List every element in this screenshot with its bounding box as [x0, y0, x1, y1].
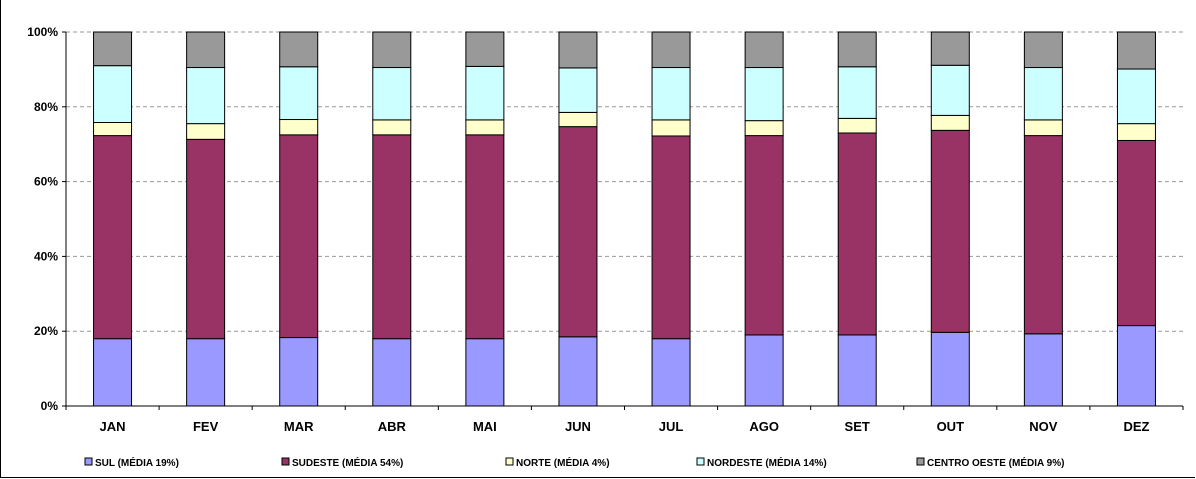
y-tick-label: 100%: [27, 25, 58, 39]
bar-segment: [93, 338, 133, 407]
bar-segment: [372, 119, 412, 136]
bar-segment: [372, 67, 412, 121]
bar-segment: [1023, 135, 1063, 335]
bar-segment: [372, 134, 412, 340]
y-tick-label: 60%: [34, 175, 58, 189]
y-tick-label: 20%: [34, 324, 58, 338]
bar-segment: [651, 31, 691, 69]
bar-segment: [1116, 325, 1156, 407]
bar-segment: [279, 66, 319, 121]
legend-label: CENTRO OESTE (MÉDIA 9%): [927, 456, 1064, 469]
legend-swatch: [281, 457, 290, 466]
bar-segment: [1116, 123, 1156, 141]
bar-segment: [837, 31, 877, 68]
x-tick-label: JUL: [659, 419, 684, 434]
legend-swatch: [84, 457, 93, 466]
bar-segment: [558, 126, 598, 338]
bar-segment: [651, 338, 691, 407]
bar-segment: [372, 338, 412, 407]
x-tick-label: DEZ: [1123, 419, 1149, 434]
bar-segment: [930, 129, 970, 333]
bar-segment: [744, 135, 784, 336]
bar-segment: [930, 64, 970, 116]
bar-segment: [744, 67, 784, 122]
legend-swatch: [916, 457, 925, 466]
x-tick-label: JAN: [100, 419, 126, 434]
bar-segment: [186, 67, 226, 125]
bar-segment: [1023, 119, 1063, 137]
bar-segment: [465, 338, 505, 407]
bar-segment: [465, 119, 505, 136]
bar-segment: [93, 135, 133, 340]
bar-segment: [651, 135, 691, 340]
bar-segment: [837, 334, 877, 407]
bar-segment: [1116, 68, 1156, 125]
bar-segment: [465, 65, 505, 121]
legend-swatch: [505, 457, 514, 466]
bar-segment: [930, 31, 970, 66]
bar-segment: [651, 67, 691, 121]
x-tick-label: NOV: [1029, 419, 1058, 434]
legend-label: SUDESTE (MÉDIA 54%): [292, 456, 403, 469]
bar-segment: [837, 66, 877, 119]
bar-segment: [186, 123, 226, 140]
legend-label: SUL (MÉDIA 19%): [95, 456, 179, 469]
bar-segment: [279, 119, 319, 136]
legend-label: NORDESTE (MÉDIA 14%): [707, 456, 827, 469]
bar-segment: [558, 31, 598, 69]
bar-segment: [744, 31, 784, 69]
x-tick-label: FEV: [193, 419, 219, 434]
bar-segment: [1023, 333, 1063, 407]
bar-segment: [1023, 67, 1063, 121]
bar-segment: [558, 336, 598, 407]
x-tick-label: MAI: [473, 419, 497, 434]
bar-segment: [465, 31, 505, 67]
bar-segment: [651, 119, 691, 137]
bar-segment: [186, 138, 226, 340]
x-tick-label: AGO: [749, 419, 779, 434]
bar-segment: [279, 134, 319, 339]
bar-segment: [558, 67, 598, 113]
bar-segment: [279, 31, 319, 68]
x-tick-label: ABR: [378, 419, 407, 434]
bar-segment: [837, 117, 877, 134]
bar-segment: [186, 31, 226, 69]
y-tick-label: 80%: [34, 100, 58, 114]
x-tick-label: JUN: [565, 419, 591, 434]
bar-segment: [1116, 31, 1156, 70]
bar-segment: [1116, 139, 1156, 327]
x-tick-label: SET: [845, 419, 870, 434]
bar-segment: [93, 31, 133, 67]
bar-segment: [930, 114, 970, 131]
bar-segment: [279, 337, 319, 407]
bar-segment: [186, 338, 226, 407]
bar-segment: [465, 134, 505, 340]
bar-segment: [1023, 31, 1063, 69]
legend-swatch: [696, 457, 705, 466]
y-tick-label: 0%: [41, 399, 59, 413]
legend-label: NORTE (MÉDIA 4%): [516, 456, 610, 469]
bar-segment: [837, 132, 877, 336]
bar-segment: [558, 111, 598, 128]
bar-segment: [744, 334, 784, 407]
bar-segment: [93, 65, 133, 124]
bar-segment: [744, 120, 784, 137]
bar-segment: [93, 122, 133, 137]
x-tick-label: MAR: [284, 419, 314, 434]
bar-segment: [930, 331, 970, 407]
bar-segment: [372, 31, 412, 69]
y-tick-label: 40%: [34, 249, 58, 263]
x-tick-label: OUT: [937, 419, 965, 434]
